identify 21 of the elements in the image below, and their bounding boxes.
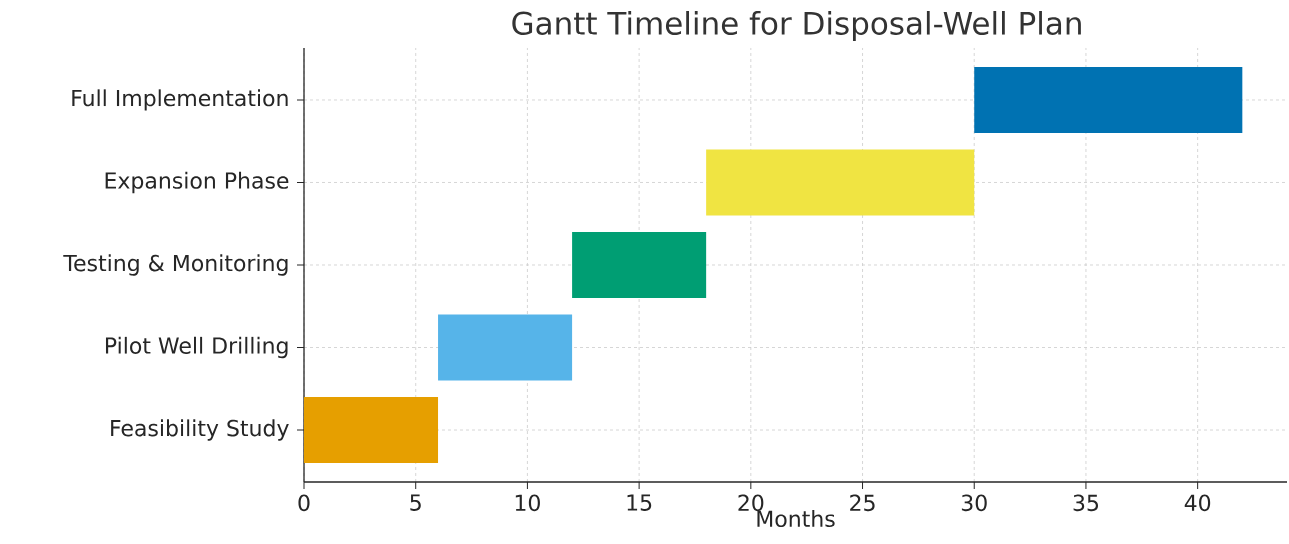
bar [438,314,573,381]
x-tick-label: 20 [738,494,764,512]
bar [974,66,1243,133]
x-tick-label: 10 [515,494,540,512]
x-tick-label: 40 [1184,494,1211,512]
x-tick-label: 15 [627,494,652,511]
y-tick-label: Testing & Monitoring [63,254,288,276]
x-tick-label: 5 [410,494,421,511]
y-tick-label: Pilot Well Drilling [105,336,288,359]
x-tick-label: 35 [1073,494,1099,512]
x-tick-label: 0 [298,494,310,512]
x-tick-label: 30 [961,494,987,512]
bar [304,397,439,464]
x-tick-label: 25 [850,494,875,512]
bar [572,231,707,298]
x-axis-title: Months [757,510,835,528]
y-tick-label: Expansion Phase [105,171,289,194]
bar [706,149,975,216]
y-tick-label: Feasibility Study [111,419,289,441]
y-tick-label: Full Implementation [72,89,288,111]
chart-title: Gantt Timeline for Disposal-Well Plan [512,10,1081,41]
